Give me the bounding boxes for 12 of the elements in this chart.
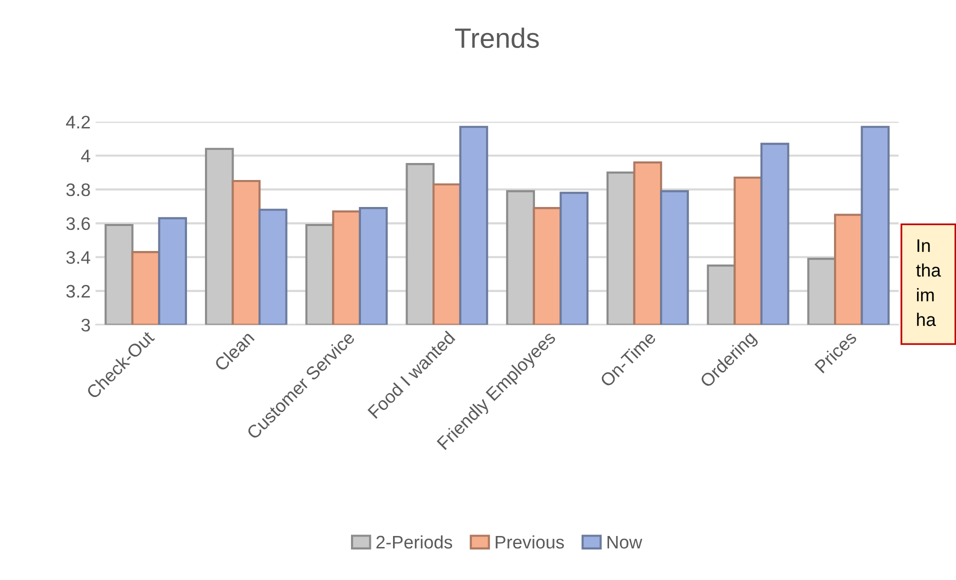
chart-title: Trends [455, 28, 539, 48]
y-tick-label: 4.2 [66, 116, 90, 128]
y-tick-label: 3.2 [66, 284, 90, 298]
text: In tha im ha [916, 239, 941, 326]
y-tick-label: 3.8 [66, 183, 90, 196]
y-tick-label: 3.6 [66, 217, 90, 230]
y-tick-label: 4 [81, 150, 90, 162]
legend-label: Previous [496, 535, 564, 549]
y-tick-label: 3 [81, 318, 90, 332]
legend-label: 2-Periods [376, 535, 452, 549]
y-tick-label: 3.4 [66, 251, 90, 264]
legend-label: Now [608, 536, 642, 549]
